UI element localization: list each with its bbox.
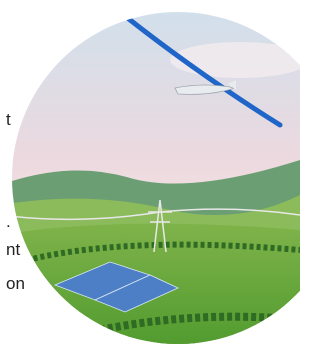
scene [0, 0, 300, 352]
page: t . nt on [0, 0, 300, 352]
illustration [0, 0, 300, 352]
